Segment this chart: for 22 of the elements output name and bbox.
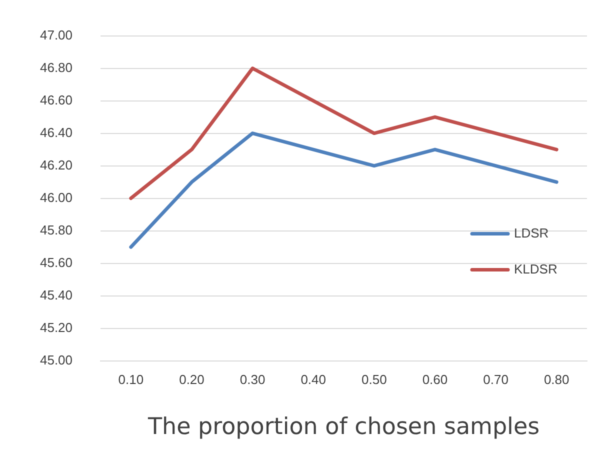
y-tick-label: 45.20 <box>40 320 73 335</box>
x-tick-label: 0.60 <box>422 372 448 388</box>
y-tick-label: 45.80 <box>40 222 73 238</box>
y-tick-label: 45.40 <box>40 287 73 302</box>
y-tick-label: 46.00 <box>40 190 73 205</box>
y-tick-label: 45.00 <box>40 352 73 368</box>
x-axis-title: The proportion of chosen samples <box>146 414 540 440</box>
x-tick-label: 0.20 <box>179 372 204 388</box>
x-tick-label: 0.30 <box>240 372 266 388</box>
y-tick-label: 46.20 <box>40 157 73 172</box>
x-tick-label: 0.50 <box>362 372 387 388</box>
x-tick-label: 0.80 <box>544 372 570 388</box>
x-tick-label: 0.40 <box>300 372 326 388</box>
legend-label: KLDSR <box>514 261 558 276</box>
y-tick-label: 46.40 <box>40 124 73 140</box>
x-tick-label: 0.10 <box>118 372 144 388</box>
x-tick-label: 0.70 <box>483 372 508 388</box>
legend-label: LDSR <box>514 225 549 240</box>
y-tick-label: 45.60 <box>40 254 73 270</box>
y-tick-label: 46.60 <box>40 92 73 108</box>
y-tick-label: 46.80 <box>40 60 73 75</box>
y-tick-label: 47.00 <box>40 27 73 42</box>
